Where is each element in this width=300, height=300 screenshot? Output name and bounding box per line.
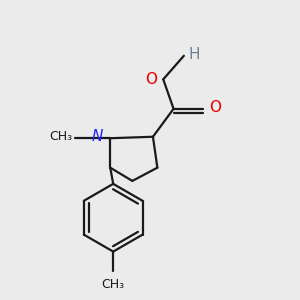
- Text: O: O: [146, 72, 158, 87]
- Text: N: N: [92, 129, 103, 144]
- Text: CH₃: CH₃: [49, 130, 72, 143]
- Text: H: H: [188, 47, 200, 62]
- Text: CH₃: CH₃: [102, 278, 125, 291]
- Text: O: O: [209, 100, 221, 116]
